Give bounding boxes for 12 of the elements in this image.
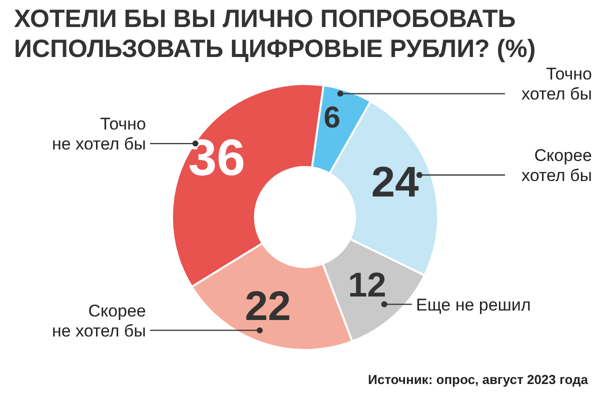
data-label: 36: [188, 129, 246, 186]
slice-label: Скорее хотел бы: [522, 146, 592, 185]
slice-label: Еще не решил: [416, 294, 531, 314]
slice-label: Точно хотел бы: [522, 64, 592, 104]
data-label: 6: [324, 101, 340, 134]
slice-label: Скорее не хотел бы: [52, 300, 146, 340]
data-label: 24: [371, 158, 420, 207]
chart-title: ХОТЕЛИ БЫ ВЫ ЛИЧНО ПОПРОБОВАТЬ ИСПОЛЬЗОВАТЬ ЦИФРОВЫЕ РУБЛИ? (%): [14, 4, 536, 64]
text: Источник: опрос, август 2023 года: [368, 372, 588, 387]
slice-label: Точно не хотел бы: [52, 114, 146, 154]
data-label: 12: [348, 266, 386, 304]
data-label: 22: [244, 283, 291, 330]
